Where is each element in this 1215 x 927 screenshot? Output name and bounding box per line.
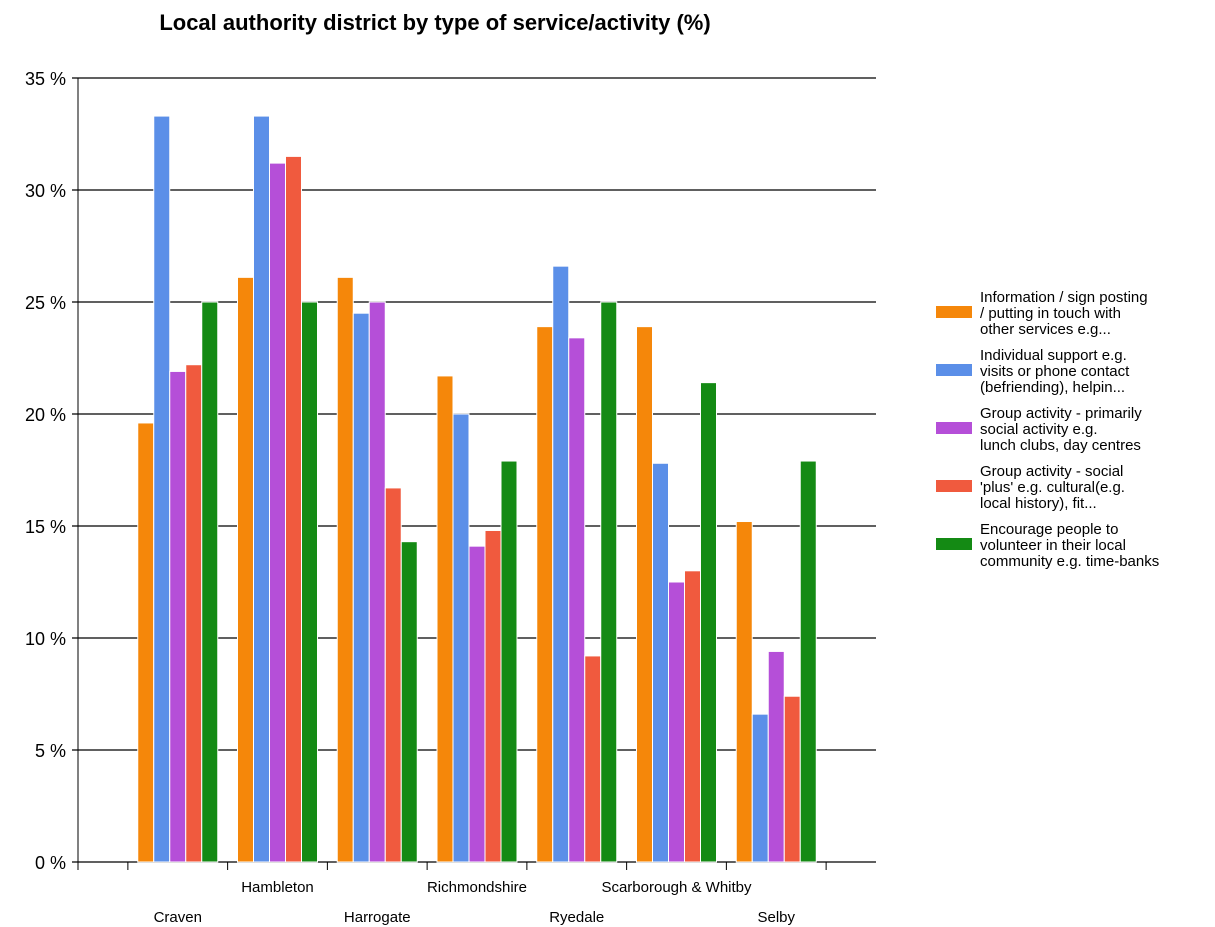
bar (253, 115, 270, 863)
bar (600, 301, 618, 863)
bar (336, 276, 354, 863)
bar (201, 301, 219, 863)
bar (652, 462, 669, 863)
bar (468, 545, 486, 863)
x-tick-label: Selby (757, 909, 795, 926)
legend-label: Encourage people to volunteer in their l… (980, 521, 1160, 570)
bar (767, 650, 785, 863)
legend-swatch (936, 538, 972, 550)
legend-swatch (936, 480, 972, 492)
legend-swatch (936, 364, 972, 376)
legend-label: Group activity - social 'plus' e.g. cult… (980, 463, 1125, 512)
bar (301, 301, 318, 863)
bar (799, 460, 817, 863)
legend-label: Group activity - primarily social activi… (980, 405, 1142, 454)
bar (384, 487, 402, 863)
bar (352, 312, 370, 863)
legend-item: Information / sign posting / putting in … (936, 290, 1211, 338)
bar (700, 382, 717, 863)
x-tick-label: Ryedale (549, 909, 604, 926)
y-tick-label: 20 % (25, 405, 66, 425)
bar (552, 265, 570, 863)
bar (584, 655, 602, 863)
bar (285, 155, 302, 863)
y-tick-label: 5 % (35, 741, 66, 761)
legend-swatch (936, 306, 972, 318)
bar (668, 581, 685, 863)
legend-swatch (936, 422, 972, 434)
legend-item: Group activity - primarily social activi… (936, 406, 1211, 454)
x-tick-label: Hambleton (241, 879, 314, 896)
bar (153, 115, 171, 863)
bar (452, 413, 470, 863)
bar (500, 460, 518, 863)
x-tick-label: Richmondshire (427, 879, 527, 896)
y-tick-label: 0 % (35, 853, 66, 873)
y-tick-label: 10 % (25, 629, 66, 649)
legend-item: Encourage people to volunteer in their l… (936, 522, 1211, 570)
y-tick-label: 35 % (25, 69, 66, 89)
bar (237, 276, 254, 863)
bar (269, 162, 286, 863)
bar (735, 521, 753, 863)
bar (783, 695, 801, 863)
bar (484, 529, 502, 863)
bar (536, 326, 554, 863)
chart-legend: Information / sign posting / putting in … (936, 290, 1211, 580)
bar (169, 370, 187, 863)
bar (137, 422, 155, 863)
legend-label: Information / sign posting / putting in … (980, 289, 1148, 338)
x-tick-label: Scarborough & Whitby (601, 879, 752, 896)
y-tick-label: 15 % (25, 517, 66, 537)
bar (751, 713, 769, 863)
legend-item: Individual support e.g. visits or phone … (936, 348, 1211, 396)
legend-item: Group activity - social 'plus' e.g. cult… (936, 464, 1211, 512)
bar (185, 364, 203, 863)
bar (684, 570, 701, 863)
x-tick-label: Craven (154, 909, 202, 926)
y-tick-label: 25 % (25, 293, 66, 313)
chart-title: Local authority district by type of serv… (159, 10, 711, 35)
bar (368, 301, 386, 863)
bar (568, 337, 586, 863)
bar (400, 541, 418, 863)
legend-label: Individual support e.g. visits or phone … (980, 347, 1130, 396)
y-tick-label: 30 % (25, 181, 66, 201)
bar (636, 326, 653, 863)
bar (436, 375, 454, 863)
x-tick-label: Harrogate (344, 909, 411, 926)
